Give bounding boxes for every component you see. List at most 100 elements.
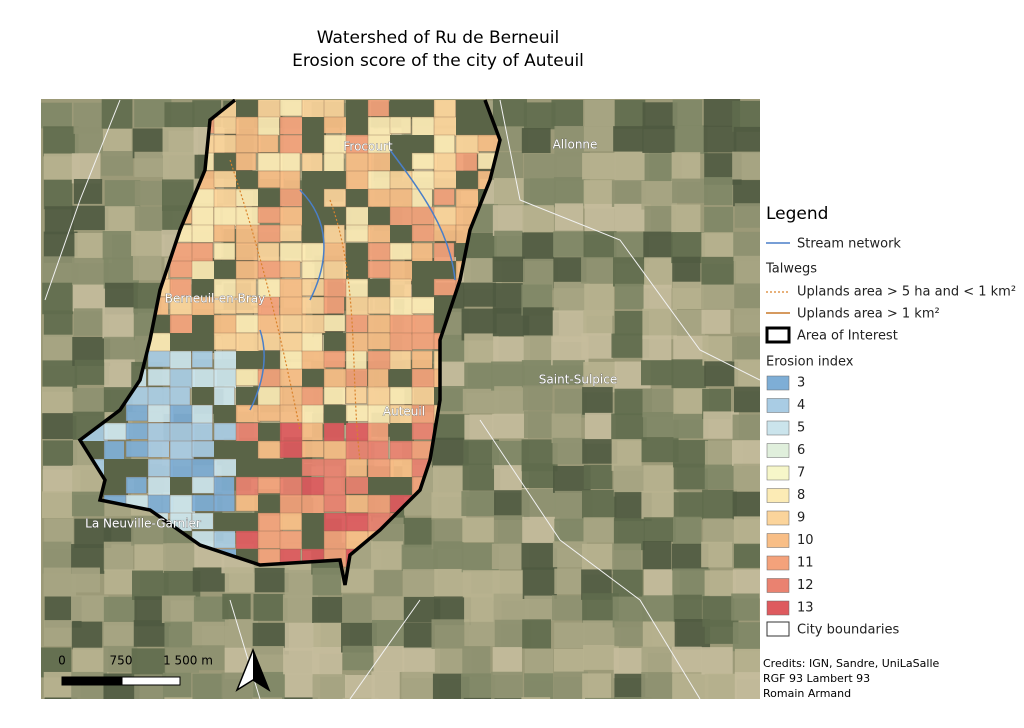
terrain [582, 543, 615, 575]
field [169, 422, 195, 442]
field [345, 494, 369, 513]
field [169, 260, 194, 278]
terrain [103, 518, 134, 545]
forest [236, 459, 260, 479]
field [433, 116, 461, 137]
terrain [71, 491, 105, 517]
terrain [553, 177, 586, 206]
terrain [284, 569, 313, 599]
field [455, 134, 480, 155]
terrain [672, 516, 702, 546]
forest [302, 207, 326, 227]
forest [214, 405, 238, 425]
terrain [611, 180, 646, 207]
field [279, 206, 303, 227]
terrain [102, 307, 134, 339]
field [411, 350, 433, 369]
forest [258, 423, 282, 443]
field [433, 134, 455, 155]
field [367, 188, 392, 208]
forest [324, 171, 348, 191]
forest [302, 369, 326, 389]
field [213, 170, 240, 188]
terrain [131, 648, 167, 679]
terrain [101, 151, 134, 176]
forest [258, 459, 282, 479]
field [411, 422, 434, 440]
terrain [131, 515, 167, 546]
terrain [192, 673, 223, 699]
terrain [583, 310, 613, 336]
field [235, 152, 257, 171]
field [213, 386, 235, 407]
area-of-interest [77, 99, 502, 586]
field [411, 368, 437, 389]
field [367, 440, 389, 460]
field [279, 440, 306, 459]
terrain [345, 674, 375, 699]
field [367, 332, 392, 350]
scale-bar [61, 676, 123, 686]
field [279, 152, 301, 173]
terrain [611, 439, 642, 471]
field [235, 134, 261, 154]
terrain [614, 673, 646, 699]
field [389, 332, 413, 351]
legend: Legend Stream network Talwegs Uplands ar… [765, 204, 1016, 638]
terrain [224, 619, 259, 649]
place-label: Saint-Sulpice [539, 373, 617, 387]
terrain [104, 206, 140, 235]
forest [302, 225, 326, 245]
field [367, 494, 391, 515]
field [323, 242, 346, 263]
terrain [641, 180, 678, 210]
terrain [522, 205, 554, 232]
terrain [554, 622, 586, 649]
field [433, 100, 456, 119]
terrain [612, 257, 646, 287]
field [191, 368, 218, 390]
terrain [43, 310, 73, 337]
forest [192, 279, 216, 299]
field [389, 206, 413, 227]
field [235, 116, 259, 137]
field [367, 260, 392, 279]
legend-swatch [766, 578, 790, 593]
terrain [162, 127, 199, 156]
forest [214, 441, 238, 461]
terrain [134, 180, 164, 206]
legend-swatch [766, 443, 790, 458]
terrain [641, 490, 679, 519]
terrain [464, 333, 499, 365]
terrain [584, 697, 619, 699]
field [213, 116, 239, 135]
forest [236, 351, 260, 371]
field [213, 350, 238, 371]
forest [214, 153, 238, 173]
place-label: Auteuil [383, 405, 425, 419]
terrain [522, 385, 553, 411]
terrain [584, 412, 616, 444]
legend-label: 12 [797, 578, 814, 593]
terrain [701, 541, 733, 568]
field [213, 530, 236, 549]
field [323, 512, 348, 533]
terrain [674, 125, 708, 154]
field [411, 152, 438, 170]
terrain [431, 619, 470, 650]
terrain [433, 414, 470, 440]
terrain [433, 700, 466, 724]
terrain [644, 257, 675, 289]
terrain [312, 646, 343, 677]
field [367, 314, 394, 333]
terrain [643, 517, 676, 542]
legend-label: 7 [797, 466, 805, 481]
forest [192, 315, 216, 335]
field [389, 350, 412, 372]
terrain [583, 231, 617, 259]
field [169, 404, 195, 423]
field [257, 404, 281, 422]
legend-label: 8 [797, 488, 805, 503]
terrain [41, 102, 72, 129]
terrain [312, 596, 343, 624]
